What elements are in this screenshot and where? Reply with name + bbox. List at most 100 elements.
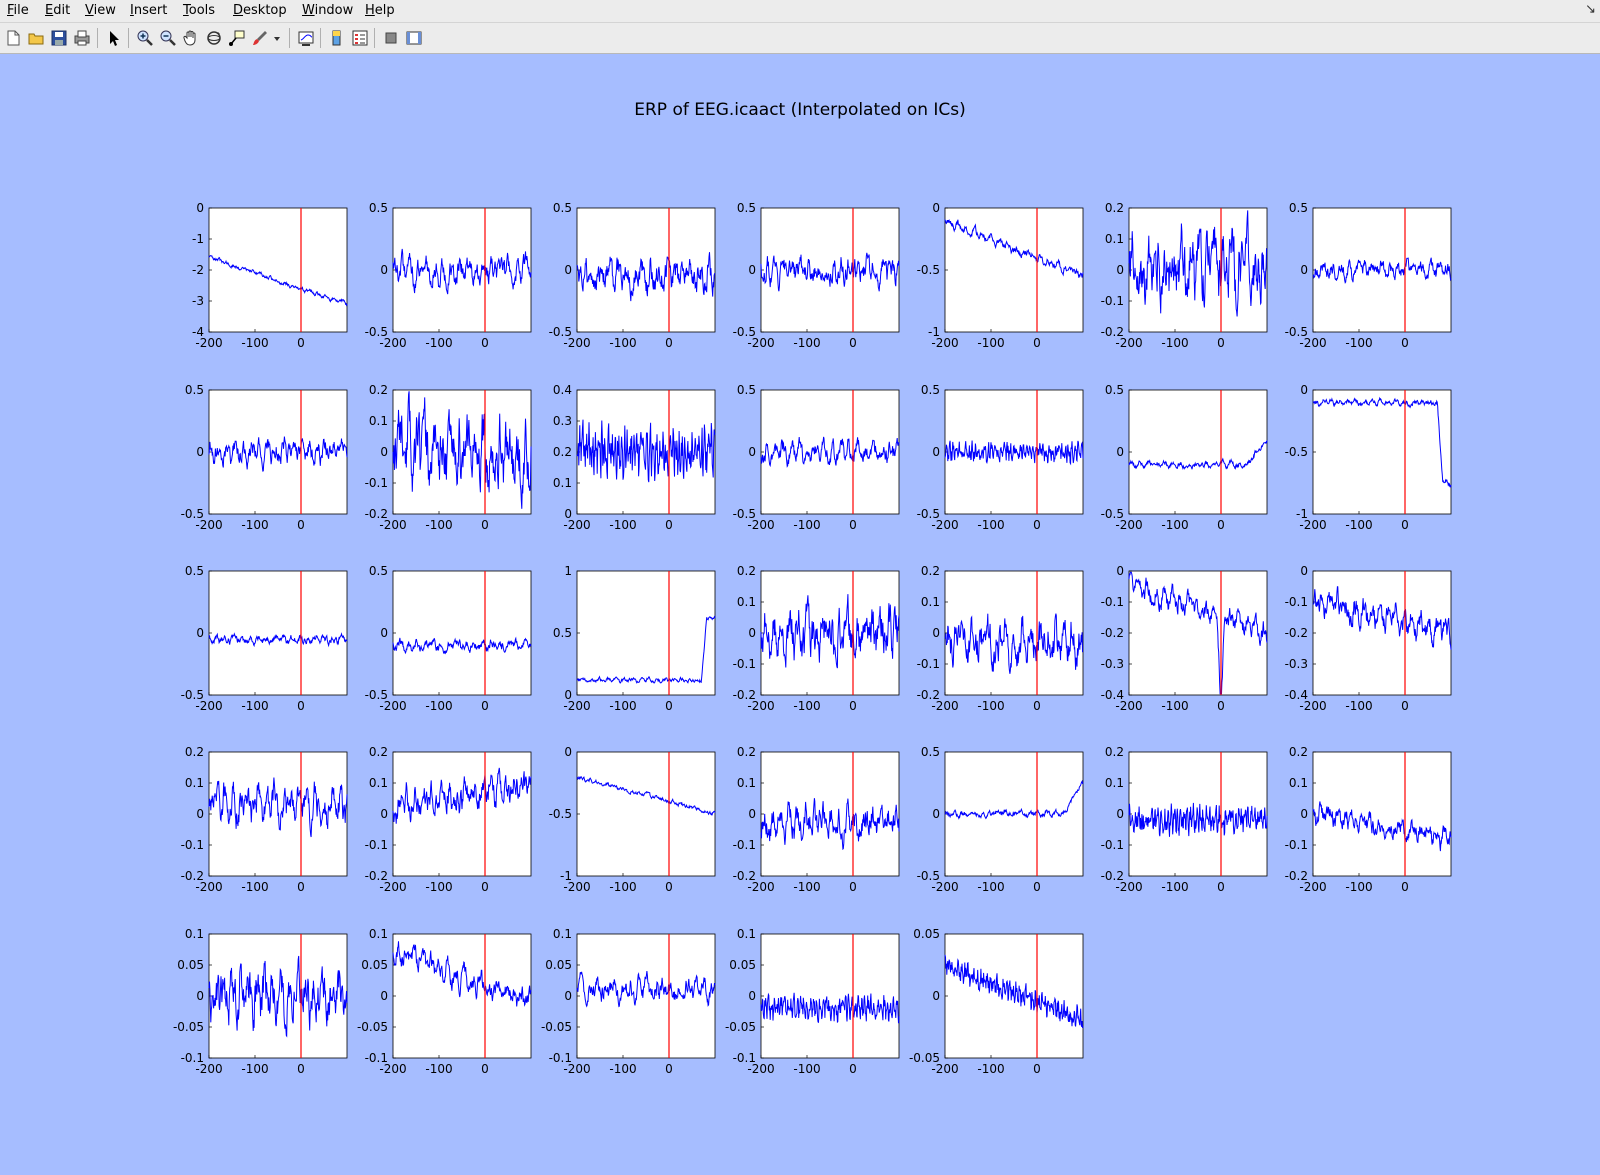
- y-tick-label: 0: [1300, 807, 1308, 821]
- open-file-icon[interactable]: [27, 29, 45, 47]
- menu-desktop[interactable]: Desktop: [233, 3, 287, 18]
- y-tick-label: 0: [748, 807, 756, 821]
- y-tick-label: 0.1: [1289, 776, 1308, 790]
- y-tick-label: -0.2: [917, 688, 940, 702]
- brush-dropdown-icon[interactable]: [272, 29, 282, 47]
- x-tick-label: -200: [563, 699, 590, 713]
- y-tick-label: 0: [196, 445, 204, 459]
- x-tick-label: -200: [747, 1062, 774, 1076]
- x-tick-label: 0: [297, 880, 305, 894]
- figure-title: ERP of EEG.icaact (Interpolated on ICs): [634, 100, 966, 120]
- insert-legend-icon[interactable]: [351, 29, 369, 47]
- erp-trace: [392, 636, 532, 655]
- x-tick-label: -200: [379, 699, 406, 713]
- x-tick-label: 0: [1217, 699, 1225, 713]
- erp-panel-4: 0.5 0 -0.5-200 -100 0: [733, 201, 900, 350]
- erp-panel-5: 0 -0.5 -1-200 -100 0: [917, 201, 1084, 350]
- erp-panel-32: 0.1 0.05 0 -0.05 -0.1-200 -100 0: [725, 927, 900, 1076]
- y-tick-label: 0.1: [1105, 776, 1124, 790]
- x-tick-label: -200: [563, 518, 590, 532]
- data-cursor-icon[interactable]: [228, 29, 246, 47]
- y-tick-label: -0.1: [733, 657, 756, 671]
- y-tick-label: 1: [564, 564, 572, 578]
- erp-panel-33: 0.05 0 -0.05-200 -100 0: [909, 927, 1084, 1076]
- y-tick-label: 0.2: [737, 745, 756, 759]
- show-plot-tools-icon[interactable]: [405, 29, 423, 47]
- erp-panel-10: 0.40.30.20.10-200 -100 0: [553, 383, 716, 532]
- zoom-in-icon[interactable]: [136, 29, 154, 47]
- x-tick-label: -100: [425, 518, 452, 532]
- y-tick-label: -0.2: [1101, 626, 1124, 640]
- y-tick-label: -0.1: [1285, 838, 1308, 852]
- x-tick-label: 0: [1217, 336, 1225, 350]
- menu-window[interactable]: Window: [302, 3, 354, 18]
- erp-panel-19: 0.2 0.1 0 -0.1 -0.2-200 -100 0: [917, 564, 1084, 713]
- zoom-out-icon[interactable]: [159, 29, 177, 47]
- y-tick-label: -0.1: [1101, 595, 1124, 609]
- x-tick-label: -100: [1161, 518, 1188, 532]
- erp-trace: [760, 252, 900, 292]
- edit-plot-arrow-icon[interactable]: [105, 29, 123, 47]
- erp-panel-21: 0 -0.1 -0.2 -0.3 -0.4-200 -100 0: [1285, 564, 1452, 713]
- y-tick-label: 0: [748, 263, 756, 277]
- y-tick-label: -2: [192, 263, 204, 277]
- y-tick-label: 0.1: [553, 927, 572, 941]
- y-tick-label: 0: [748, 989, 756, 1003]
- new-figure-icon[interactable]: [4, 29, 22, 47]
- erp-trace: [576, 419, 716, 483]
- y-tick-label: 0: [1116, 445, 1124, 459]
- x-tick-label: -200: [1299, 699, 1326, 713]
- y-tick-label: 0.5: [185, 383, 204, 397]
- erp-trace: [1312, 586, 1452, 650]
- menu-view[interactable]: View: [85, 3, 116, 18]
- menu-file[interactable]: File: [7, 3, 29, 18]
- insert-colorbar-icon[interactable]: [328, 29, 346, 47]
- x-tick-label: -100: [977, 518, 1004, 532]
- x-tick-label: 0: [481, 518, 489, 532]
- x-tick-label: 0: [1401, 699, 1409, 713]
- y-tick-label: 0: [380, 445, 388, 459]
- brush-icon[interactable]: [251, 29, 269, 47]
- erp-panel-18: 0.2 0.1 0 -0.1 -0.2-200 -100 0: [733, 564, 900, 713]
- x-tick-label: -200: [1115, 880, 1142, 894]
- menu-edit[interactable]: Edit: [45, 3, 71, 18]
- y-tick-label: 0: [564, 989, 572, 1003]
- y-tick-label: -0.4: [1285, 688, 1308, 702]
- x-tick-label: 0: [297, 336, 305, 350]
- axes-box: [1128, 207, 1268, 333]
- x-tick-label: -200: [747, 518, 774, 532]
- y-tick-label: 0: [196, 201, 204, 215]
- erp-trace: [576, 971, 716, 1008]
- y-tick-label: -0.1: [733, 838, 756, 852]
- menu-insert[interactable]: Insert: [130, 3, 168, 18]
- print-icon[interactable]: [73, 29, 91, 47]
- rotate-3d-icon[interactable]: [205, 29, 223, 47]
- x-tick-label: -100: [609, 699, 636, 713]
- x-tick-label: 0: [1033, 880, 1041, 894]
- x-tick-label: -200: [195, 880, 222, 894]
- axes-box: [576, 933, 716, 1059]
- x-tick-label: -100: [609, 880, 636, 894]
- y-tick-label: -0.5: [733, 325, 756, 339]
- menu-tools[interactable]: Tools: [183, 3, 216, 18]
- y-tick-label: -0.2: [1101, 869, 1124, 883]
- y-tick-label: 0.2: [185, 745, 204, 759]
- y-tick-label: 0: [932, 807, 940, 821]
- erp-trace: [760, 798, 900, 851]
- erp-panel-12: 0.5 0 -0.5-200 -100 0: [917, 383, 1084, 532]
- hide-plot-tools-icon[interactable]: [382, 29, 400, 47]
- y-tick-label: -0.1: [181, 838, 204, 852]
- x-tick-label: 0: [297, 1062, 305, 1076]
- y-tick-label: -0.1: [181, 1051, 204, 1065]
- y-tick-label: 0.1: [737, 595, 756, 609]
- y-tick-label: -0.2: [1285, 869, 1308, 883]
- link-plot-icon[interactable]: [297, 29, 315, 47]
- y-tick-label: 0: [380, 263, 388, 277]
- x-tick-label: -200: [195, 336, 222, 350]
- erp-trace: [1128, 571, 1268, 695]
- save-icon[interactable]: [50, 29, 68, 47]
- pan-hand-icon[interactable]: [182, 29, 200, 47]
- menu-help[interactable]: Help: [365, 3, 395, 18]
- erp-panel-17: 10.50-200 -100 0: [553, 564, 716, 713]
- x-tick-label: 0: [849, 518, 857, 532]
